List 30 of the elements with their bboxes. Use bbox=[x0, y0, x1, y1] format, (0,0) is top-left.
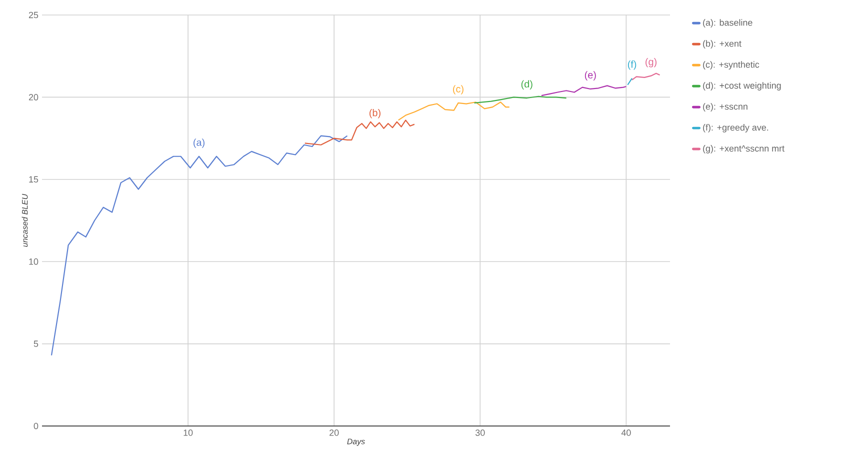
x-tick-label: 40 bbox=[621, 430, 631, 436]
legend-label: (a): baseline bbox=[703, 19, 752, 28]
legend-label: (g): +xent^sscnn mrt bbox=[703, 145, 784, 154]
legend-label: (d): +cost weighting bbox=[703, 82, 781, 90]
legend-label: (b): +xent bbox=[703, 40, 742, 49]
annotation: (g) bbox=[646, 58, 656, 68]
y-tick-label: 5 bbox=[34, 340, 38, 347]
y-tick-label: 15 bbox=[29, 176, 38, 183]
legend-label: (e): +sscnn bbox=[703, 103, 748, 112]
annotation: (b) bbox=[370, 108, 380, 118]
line-series bbox=[398, 102, 510, 121]
y-tick-label: 10 bbox=[29, 258, 38, 265]
line-series bbox=[50, 135, 348, 356]
annotation: (a) bbox=[194, 138, 204, 148]
y-tick-label: 0 bbox=[34, 422, 38, 430]
line-series bbox=[304, 120, 415, 146]
annotation: (e) bbox=[584, 71, 596, 80]
y-tick-label: 25 bbox=[28, 12, 38, 18]
legend-label: (f): +greedy ave. bbox=[703, 124, 768, 132]
line-series bbox=[540, 85, 627, 96]
legend-label: (c): +synthetic bbox=[703, 61, 760, 70]
x-tick-label: 20 bbox=[330, 430, 339, 436]
annotation: (d) bbox=[521, 80, 532, 90]
annotation: (f) bbox=[628, 60, 636, 70]
x-tick-label: 30 bbox=[476, 430, 485, 436]
line-series bbox=[474, 96, 567, 104]
x-tick-label: 10 bbox=[184, 430, 193, 436]
line-series bbox=[631, 72, 660, 80]
annotation: (c) bbox=[453, 85, 464, 94]
y-tick-label: 20 bbox=[28, 94, 38, 100]
